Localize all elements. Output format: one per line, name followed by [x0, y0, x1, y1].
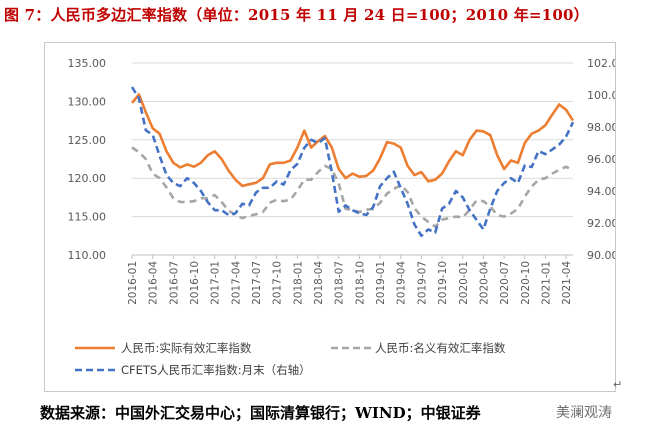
x-tick-label: 2017-10	[272, 261, 284, 305]
watermark-label: 美澜观涛	[556, 405, 612, 421]
x-tick-label: 2019-01	[375, 261, 387, 305]
return-mark: ↵	[613, 378, 623, 391]
x-tick-label: 2016-10	[189, 261, 201, 305]
right-y-tick-label: 100.00	[587, 89, 615, 102]
series-line-3	[130, 86, 575, 238]
x-tick-label: 2020-07	[499, 261, 511, 305]
series-lines	[130, 86, 575, 238]
right-y-axis: 90.00 92.00 94.00 96.00 98.00 100.00 102.00	[587, 57, 626, 262]
chart-svg: 110.00 115.00 120.00 125.00 130.00 135.00 90.…	[68, 57, 626, 377]
x-tick-label: 2016-04	[148, 261, 160, 305]
x-tick-label: 2018-01	[292, 261, 304, 305]
right-y-tick-label: 96.00	[587, 153, 615, 166]
x-tick-label: 2019-10	[437, 261, 449, 305]
x-tick-label: 2020-10	[520, 261, 532, 305]
x-tick-label: 2019-04	[396, 261, 408, 305]
source-note: 数据来源：中国外汇交易中心；国际清算银行；WIND；中银证券	[40, 404, 481, 422]
right-y-tick-label: 102.00	[587, 57, 615, 70]
x-tick-label: 2017-07	[251, 261, 263, 305]
series-line-2	[131, 146, 574, 228]
x-axis: 2016-01 2016-04 2016-07 2016-10 2017-01 2017-…	[127, 255, 573, 305]
left-y-tick-label: 110.00	[68, 249, 107, 262]
x-tick-label: 2018-07	[334, 261, 346, 305]
left-y-tick-label: 135.00	[68, 57, 107, 70]
x-tick-label: 2021-01	[540, 261, 552, 305]
left-y-tick-label: 130.00	[68, 95, 107, 108]
gridlines	[132, 62, 573, 256]
x-tick-label: 2020-04	[478, 261, 490, 305]
x-tick-label: 2020-01	[458, 261, 470, 305]
x-tick-label: 2018-10	[354, 261, 366, 305]
legend-label: CFETS人民币汇率指数:月末（右轴）	[121, 363, 311, 377]
x-tick-label: 2018-04	[313, 261, 325, 305]
chart-frame: 110.00 115.00 120.00 125.00 130.00 135.00 90.…	[44, 42, 626, 392]
x-tick-label: 2016-01	[127, 261, 139, 305]
right-y-tick-label: 90.00	[587, 249, 615, 262]
legend-label: 人民币:名义有效汇率指数	[375, 341, 506, 355]
right-y-tick-label: 94.00	[587, 185, 615, 198]
legend: 人民币:实际有效汇率指数 人民币:名义有效汇率指数 CFETS人民币汇率指数:月末（…	[75, 341, 506, 377]
x-tick-label: 2016-07	[168, 261, 180, 305]
left-y-tick-label: 120.00	[68, 172, 107, 185]
chart-title: 图 7：人民币多边汇率指数（单位：2015 年 11 月 24 日=100；20…	[4, 6, 589, 24]
left-y-axis: 110.00 115.00 120.00 125.00 130.00 135.00	[68, 57, 107, 262]
legend-label: 人民币:实际有效汇率指数	[121, 341, 252, 355]
x-tick-label: 2019-07	[416, 261, 428, 305]
right-y-tick-label: 92.00	[587, 217, 615, 230]
x-tick-label: 2017-01	[210, 261, 222, 305]
left-y-tick-label: 125.00	[68, 134, 107, 147]
series-line-1	[130, 93, 575, 188]
x-tick-label: 2021-04	[561, 261, 573, 305]
right-y-tick-label: 98.00	[587, 121, 615, 134]
x-tick-label: 2017-04	[230, 261, 242, 305]
left-y-tick-label: 115.00	[68, 211, 107, 224]
